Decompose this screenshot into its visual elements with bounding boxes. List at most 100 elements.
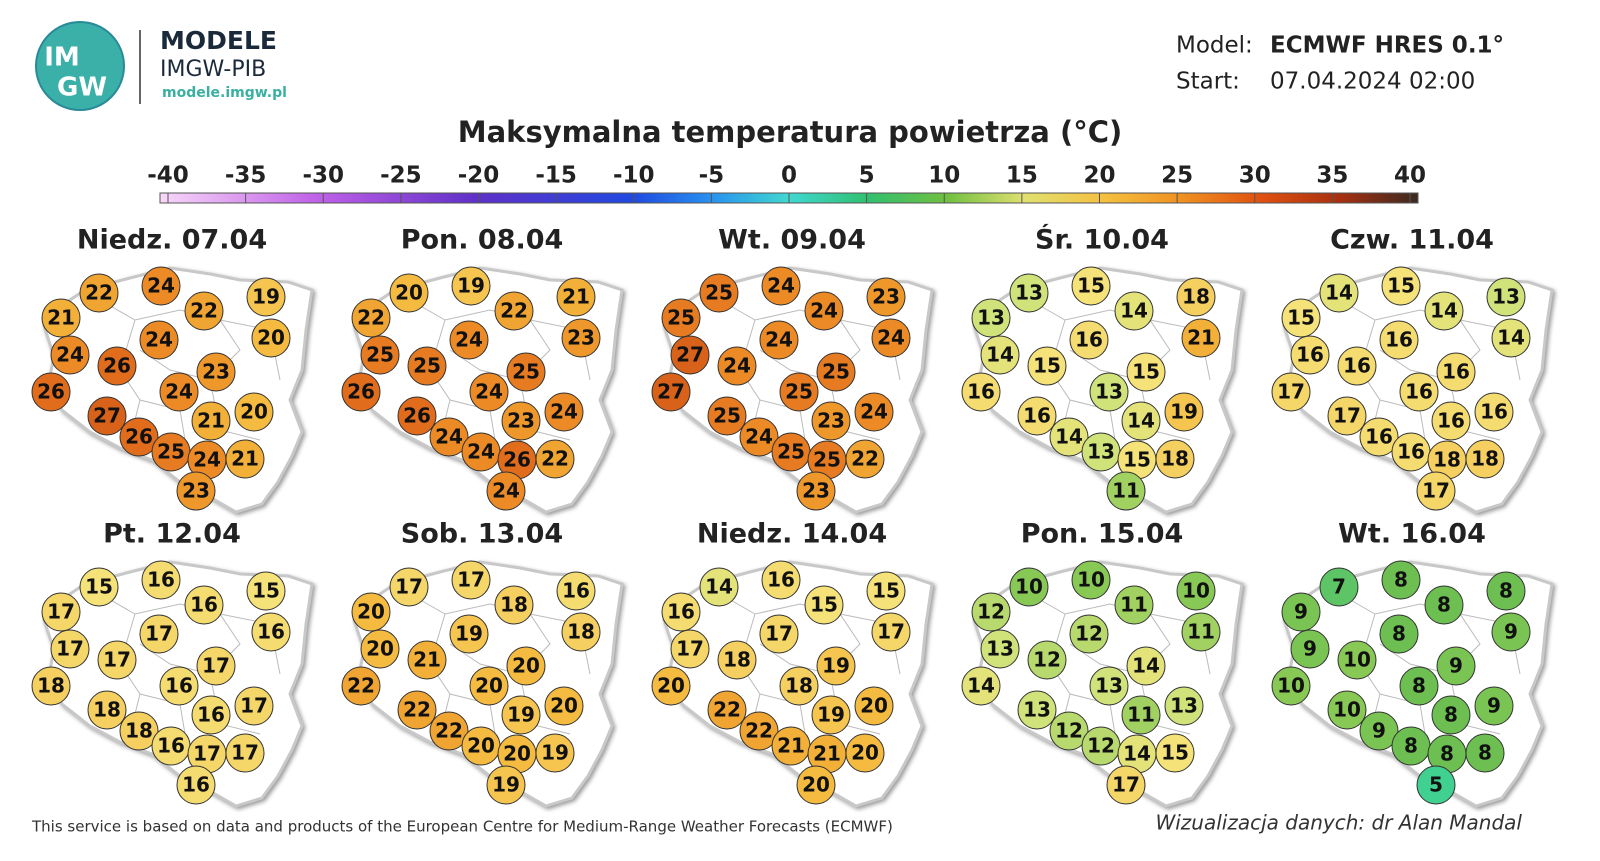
city-marker: [1290, 629, 1330, 669]
city-value: 23: [872, 285, 900, 309]
city-value: 13: [977, 306, 1005, 330]
city-marker: [1431, 695, 1471, 735]
city-value: 14: [705, 575, 733, 599]
start: 07.04.2024 02:00: [1270, 69, 1475, 95]
city-marker: [31, 666, 71, 706]
city-value: 15: [1123, 448, 1151, 472]
city-marker: [1465, 733, 1505, 773]
city-marker: [1176, 277, 1216, 317]
city-marker: [1181, 612, 1221, 652]
city-marker: [866, 571, 906, 611]
city-value: 27: [676, 343, 704, 367]
city-marker: [397, 396, 437, 436]
city-marker: [191, 401, 231, 441]
city-marker: [246, 277, 286, 317]
city-value: 20: [802, 773, 830, 797]
city-marker: [1089, 372, 1129, 412]
city-value: 17: [202, 654, 230, 678]
city-marker: [486, 765, 526, 805]
city-value: 14: [967, 674, 995, 698]
city-marker: [779, 372, 819, 412]
city-value: 25: [713, 404, 741, 428]
city-value: 22: [851, 447, 879, 471]
city-marker: [1069, 320, 1109, 360]
city-marker: [1379, 320, 1419, 360]
city-marker: [429, 711, 469, 751]
city-value: 10: [1182, 579, 1210, 603]
url: modele.imgw.pl: [162, 85, 287, 101]
logo: IM GW: [35, 21, 125, 111]
city-value: 18: [500, 593, 528, 617]
city-marker: [1121, 695, 1161, 735]
city-value: 8: [1404, 734, 1418, 758]
city-value: 16: [1343, 354, 1371, 378]
city-marker: [506, 352, 546, 392]
city-value: 15: [872, 579, 900, 603]
city-value: 21: [562, 285, 590, 309]
city-marker: [1281, 298, 1321, 338]
city-marker: [451, 560, 491, 600]
map-title: Niedz. 07.04: [77, 225, 267, 256]
city-value: 24: [860, 400, 888, 424]
city-marker: [79, 567, 119, 607]
city-marker: [707, 690, 747, 730]
city-value: 11: [1112, 479, 1140, 503]
city-marker: [1114, 291, 1154, 331]
city-value: 16: [667, 600, 695, 624]
city-marker: [1337, 346, 1377, 386]
city-value: 24: [877, 326, 905, 350]
city-marker: [1486, 277, 1526, 317]
city-value: 27: [657, 380, 685, 404]
city-marker: [1071, 560, 1111, 600]
city-value: 17: [145, 622, 173, 646]
city-value: 20: [851, 741, 879, 765]
city-marker: [1009, 273, 1049, 313]
city-value: 26: [103, 354, 131, 378]
city-value: 25: [667, 306, 695, 330]
city-value: 22: [435, 719, 463, 743]
city-marker: [141, 266, 181, 306]
city-value: 21: [197, 409, 225, 433]
city-marker: [139, 320, 179, 360]
colorbar-tick-label: 5: [859, 163, 875, 189]
city-value: 24: [455, 328, 483, 352]
city-value: 18: [125, 719, 153, 743]
city-value: 16: [182, 773, 210, 797]
city-value: 24: [467, 440, 495, 464]
city-marker: [351, 298, 391, 338]
city-value: 16: [562, 579, 590, 603]
city-value: 9: [1303, 637, 1317, 661]
city-value: 17: [457, 568, 485, 592]
city-value: 26: [37, 380, 65, 404]
city-marker: [1381, 560, 1421, 600]
city-value: 24: [810, 299, 838, 323]
city-value: 25: [366, 343, 394, 367]
colorbar-tick-label: -30: [302, 163, 344, 189]
city-value: 9: [1372, 719, 1386, 743]
city-value: 13: [1023, 698, 1051, 722]
city-marker: [360, 629, 400, 669]
city-value: 17: [395, 575, 423, 599]
city-marker: [544, 686, 584, 726]
city-marker: [234, 686, 274, 726]
city-value: 15: [1387, 274, 1415, 298]
colorbar-tick-label: 25: [1161, 163, 1193, 189]
city-marker: [176, 471, 216, 511]
city-value: 8: [1437, 593, 1451, 617]
city-marker: [251, 318, 291, 358]
city-value: 18: [37, 674, 65, 698]
logo-text: IM: [44, 43, 80, 73]
city-value: 20: [657, 674, 685, 698]
city-marker: [1114, 585, 1154, 625]
city-marker: [506, 646, 546, 686]
city-value: 23: [817, 409, 845, 433]
city-value: 13: [1492, 285, 1520, 309]
city-marker: [196, 646, 236, 686]
city-marker: [1271, 372, 1311, 412]
city-marker: [1474, 686, 1514, 726]
city-marker: [796, 471, 836, 511]
city-marker: [159, 372, 199, 412]
city-value: 23: [202, 360, 230, 384]
footer-right: Wizualizacja danych: dr Alan Mandal: [1155, 811, 1522, 835]
